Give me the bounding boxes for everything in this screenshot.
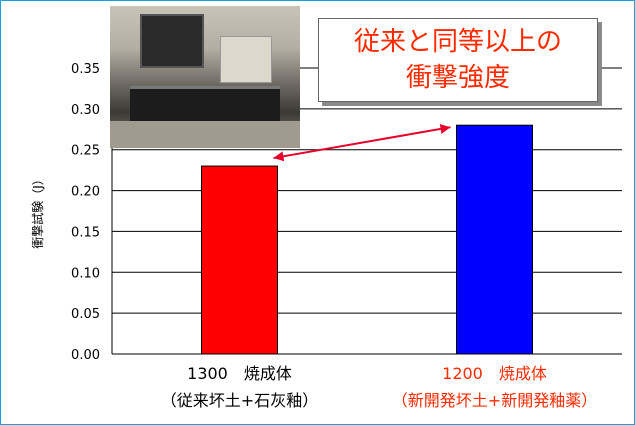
x-tick-label: （従来坏土+石灰釉）	[160, 391, 319, 410]
callout-box: 従来と同等以上の 衝撃強度	[318, 18, 598, 102]
y-tick-label: 0.15	[71, 225, 100, 240]
callout-line-2: 衝撃強度	[405, 63, 510, 93]
bar	[201, 165, 278, 355]
y-tick-label: 0.35	[71, 62, 100, 77]
y-tick-label: 0.25	[71, 144, 100, 159]
x-tick-label: （新開発坏土+新開発釉薬）	[391, 391, 598, 410]
bar	[456, 124, 533, 355]
x-tick-label: 1200 焼成体	[442, 364, 547, 383]
arrowhead-left	[273, 151, 285, 162]
x-tick-label: 1300 焼成体	[187, 364, 292, 383]
y-tick-label: 0.30	[71, 103, 100, 118]
y-axis-label: 衝撃試験（J）	[30, 173, 45, 249]
y-tick-label: 0.20	[71, 185, 100, 200]
comparison-arrow	[273, 126, 451, 160]
testing-machine-photo	[110, 6, 300, 148]
arrowhead-right	[439, 123, 451, 134]
y-tick-label: 0.05	[71, 307, 100, 322]
y-tick-label: 0.10	[71, 266, 100, 281]
callout-line-1: 従来と同等以上の	[353, 27, 562, 57]
y-tick-label: 0.00	[71, 348, 100, 363]
